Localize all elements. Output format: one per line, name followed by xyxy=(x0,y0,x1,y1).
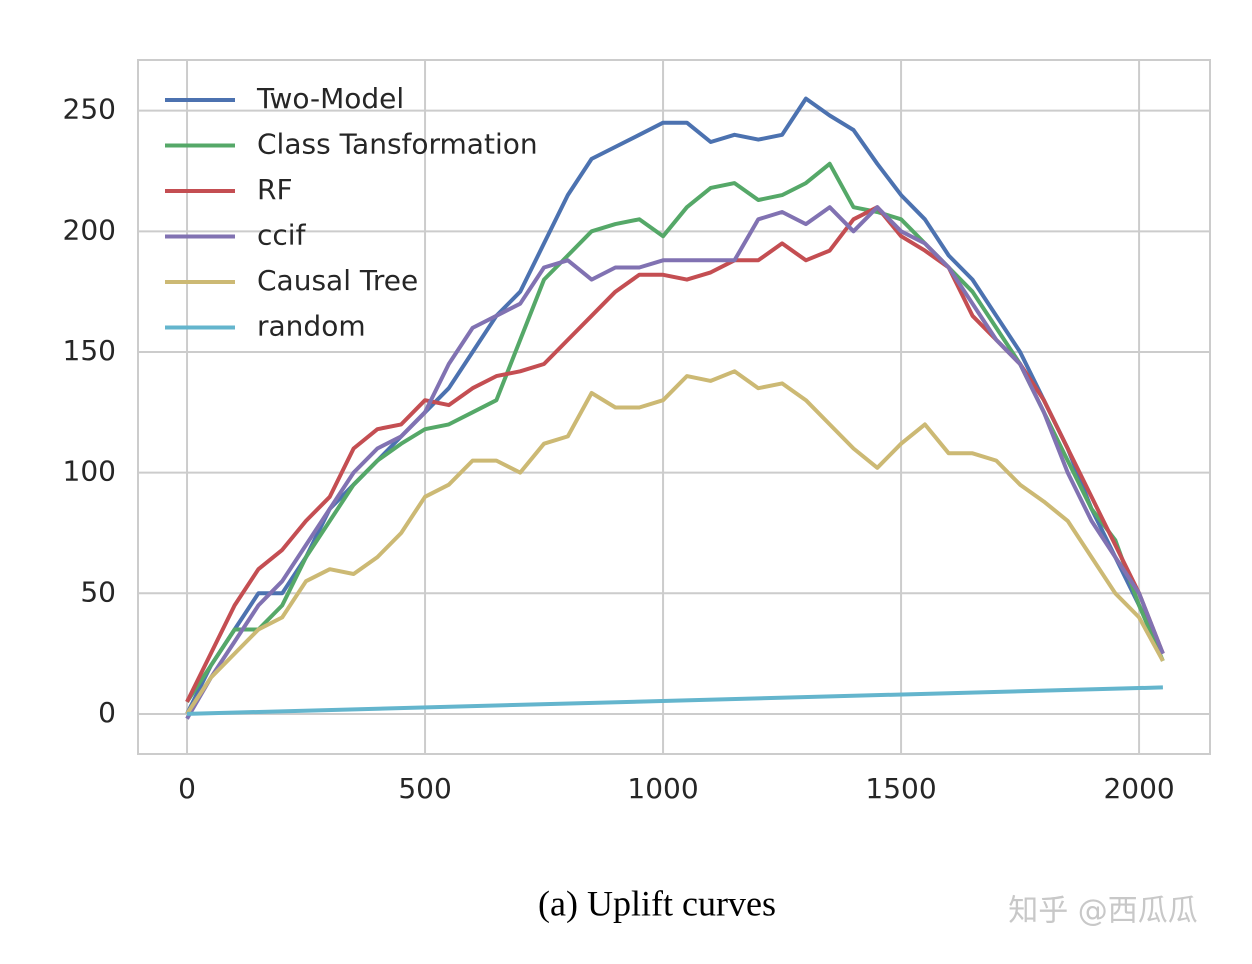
series-line xyxy=(185,205,1165,720)
x-tick-label: 1500 xyxy=(865,772,936,805)
x-tick-label: 500 xyxy=(398,772,451,805)
y-tick-label: 50 xyxy=(80,575,116,608)
y-tick-label: 100 xyxy=(63,455,116,488)
legend-label: random xyxy=(257,310,366,343)
legend-label: Two-Model xyxy=(256,82,404,115)
legend-label: Class Tansformation xyxy=(257,128,538,161)
watermark: 知乎 @西瓜瓜 xyxy=(1008,894,1198,929)
y-tick-label: 250 xyxy=(63,93,116,126)
y-tick-label: 0 xyxy=(98,696,116,729)
caption: (a) Uplift curves xyxy=(538,883,776,923)
x-tick-label: 2000 xyxy=(1103,772,1174,805)
plot-area xyxy=(137,59,1211,755)
series-line xyxy=(186,685,1163,716)
y-tick-label: 200 xyxy=(63,213,116,246)
legend-label: Causal Tree xyxy=(257,264,418,297)
legend-label: ccif xyxy=(257,219,307,252)
legend-label: RF xyxy=(257,173,293,206)
x-tick-label: 1000 xyxy=(627,772,698,805)
series-line xyxy=(185,369,1165,715)
series-line xyxy=(185,161,1165,703)
x-tick-label: 0 xyxy=(178,772,196,805)
y-tick-label: 150 xyxy=(63,334,116,367)
